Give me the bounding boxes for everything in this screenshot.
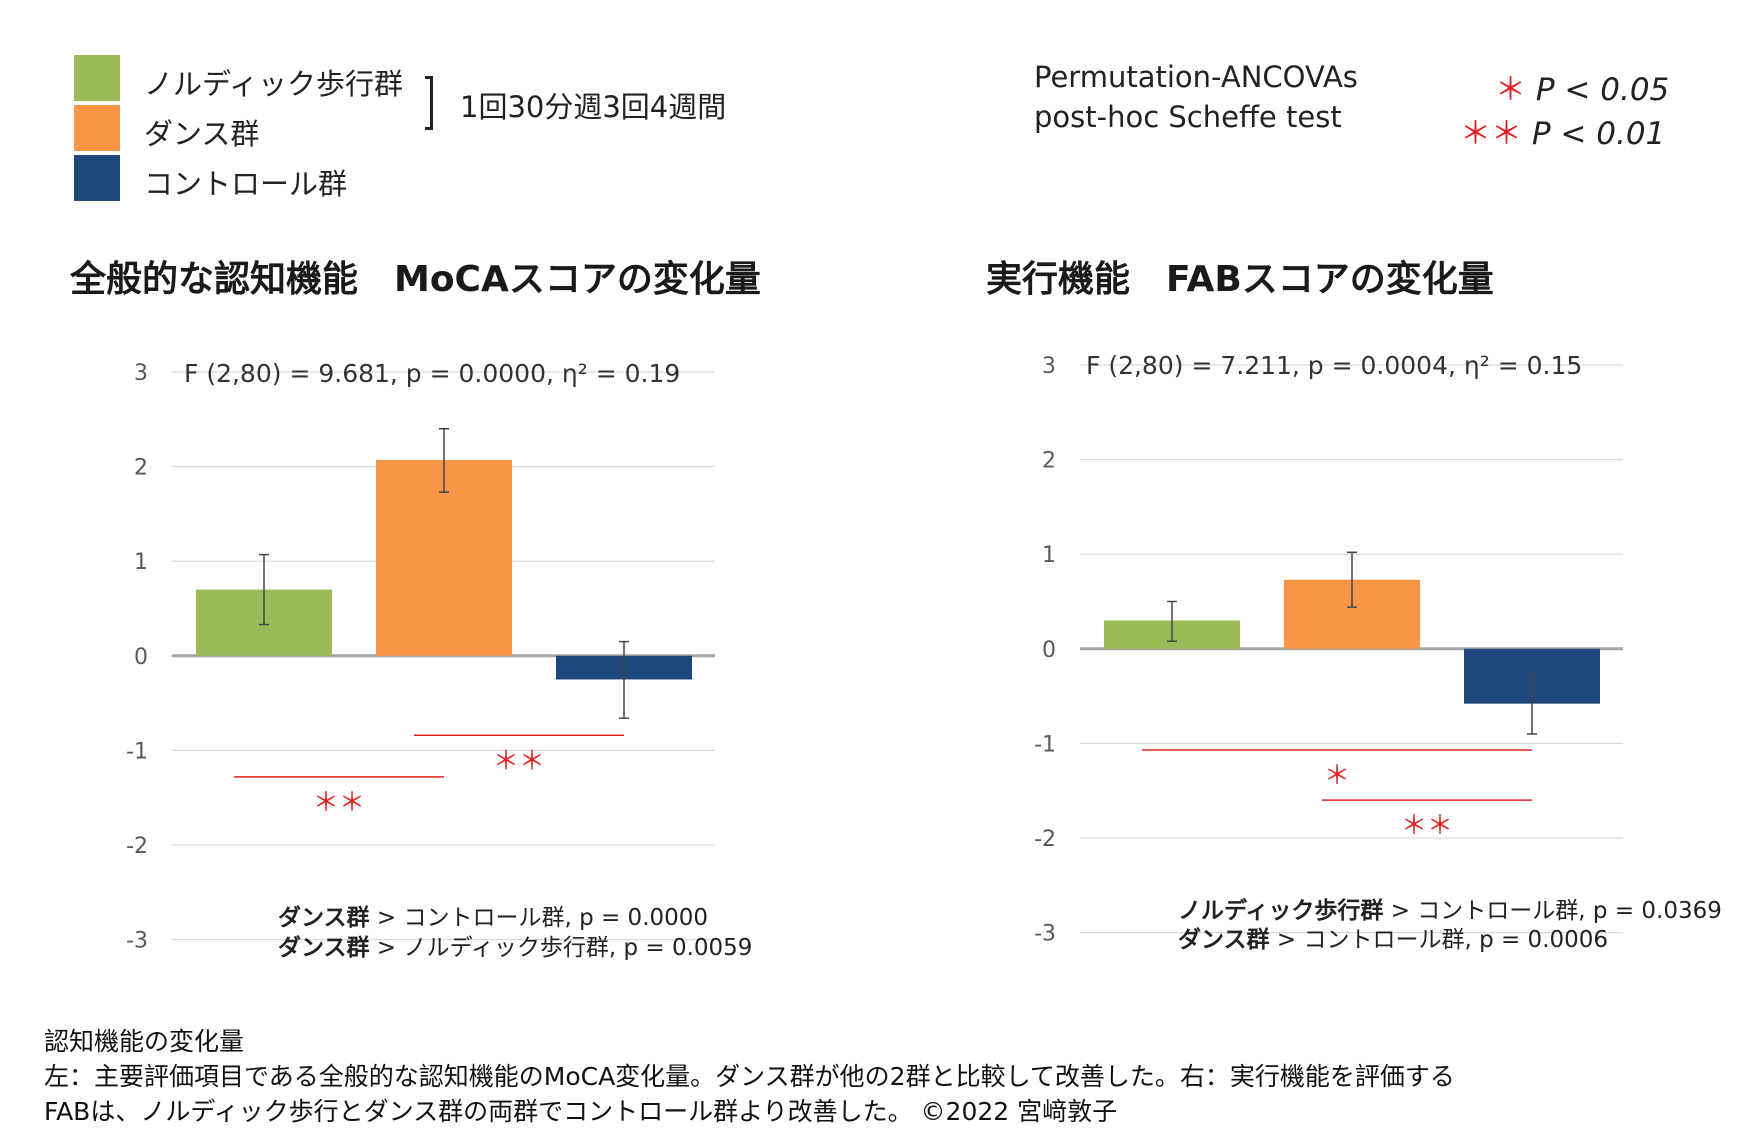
fab-ytick-label: -3: [1034, 922, 1056, 947]
legend-swatch-control: [74, 155, 120, 201]
sig-key-p05-star: ＊: [1495, 72, 1526, 108]
legend-label-dance: ダンス群: [144, 117, 260, 151]
moca-ytick-label: -3: [126, 929, 148, 954]
legend-label-control: コントロール群: [144, 167, 348, 201]
sig-key-p05-text: P < 0.05: [1535, 72, 1670, 108]
chart-title-moca: 全般的な認知機能 MoCAスコアの変化量: [70, 259, 761, 300]
moca-ytick-label: -1: [126, 739, 148, 764]
legend-swatch-dance: [74, 105, 120, 151]
moca-ytick-label: -2: [126, 834, 148, 859]
sig-key-p01-text: P < 0.01: [1531, 116, 1666, 152]
caption-line-2: FABは、ノルディック歩行とダンス群の両群でコントロール群より改善した。 ©20…: [44, 1097, 1118, 1126]
legend-item-nordic: ノルディック歩行群: [74, 55, 474, 101]
fab-ytick-label: 3: [1042, 354, 1056, 379]
moca-comparison-group-0: ダンス群: [278, 904, 370, 931]
legend-label-nordic: ノルディック歩行群: [144, 67, 403, 101]
moca-ytick-label: 2: [134, 456, 148, 481]
fab-comparison-group-1: ダンス群: [1178, 926, 1270, 953]
fab-ytick-label: 2: [1042, 449, 1056, 474]
stat-method-line1: Permutation-ANCOVAs: [1034, 60, 1358, 94]
legend-bracket: [420, 76, 433, 130]
caption-title: 認知機能の変化量: [44, 1027, 245, 1056]
legend-item-dance: ダンス群: [74, 105, 474, 151]
fab-comparison-0: ノルディック歩行群 > コントロール群, p = 0.0369: [1178, 897, 1722, 924]
sig-key-p05: ＊ P < 0.05: [1495, 64, 1669, 109]
moca-comparison-0: ダンス群 > コントロール群, p = 0.0000: [278, 904, 708, 931]
caption-line-1: 左：主要評価項目である全般的な認知機能のMoCA変化量。ダンス群が他の2群と比較…: [44, 1062, 1455, 1091]
chart-title-fab: 実行機能 FABスコアの変化量: [986, 259, 1494, 300]
moca-comparison-group-1: ダンス群: [278, 934, 370, 961]
fab-ytick-label: 0: [1042, 638, 1056, 663]
fab-comparison-text-0: > コントロール群, p = 0.0369: [1383, 898, 1722, 924]
sig-key-p01: ＊＊ P < 0.01: [1460, 108, 1665, 153]
protocol-text: 1回30分週3回4週間: [460, 90, 727, 124]
moca-comparison-text-1: > ノルディック歩行群, p = 0.0059: [370, 935, 753, 961]
legend-swatch-nordic: [74, 55, 120, 101]
fab-sig-mark-1: ＊＊: [1401, 811, 1453, 841]
moca-ytick-label: 0: [134, 645, 148, 670]
moca-comparison-1: ダンス群 > ノルディック歩行群, p = 0.0059: [278, 934, 752, 961]
fab-f-annotation: F (2,80) = 7.211, p = 0.0004, η² = 0.15: [1086, 351, 1582, 380]
fab-ytick-label: -1: [1034, 732, 1056, 757]
stat-method-line2: post-hoc Scheffe test: [1034, 100, 1342, 134]
moca-sig-mark-1: ＊＊: [313, 788, 365, 818]
fab-comparison-group-0: ノルディック歩行群: [1178, 897, 1383, 924]
moca-ytick-label: 3: [134, 361, 148, 386]
sig-key-p01-star: ＊＊: [1460, 116, 1522, 152]
charts-canvas: 3 2 1 0 -1 -2 -3 ＊＊ ＊＊ F (2,80) = 9.681, p = 0.00…: [126, 351, 1722, 961]
moca-sig-mark-0: ＊＊: [493, 746, 545, 776]
fab-comparison-text-1: > コントロール群, p = 0.0006: [1270, 927, 1609, 953]
legend-item-control: コントロール群: [74, 155, 474, 201]
fab-comparison-1: ダンス群 > コントロール群, p = 0.0006: [1178, 926, 1608, 953]
moca-f-annotation: F (2,80) = 9.681, p = 0.0000, η² = 0.19: [184, 359, 680, 388]
moca-ytick-label: 1: [134, 550, 148, 575]
moca-comparison-text-0: > コントロール群, p = 0.0000: [370, 905, 709, 931]
fab-sig-mark-0: ＊: [1324, 761, 1350, 791]
fab-ytick-label: -2: [1034, 827, 1056, 852]
fab-ytick-label: 1: [1042, 543, 1056, 568]
